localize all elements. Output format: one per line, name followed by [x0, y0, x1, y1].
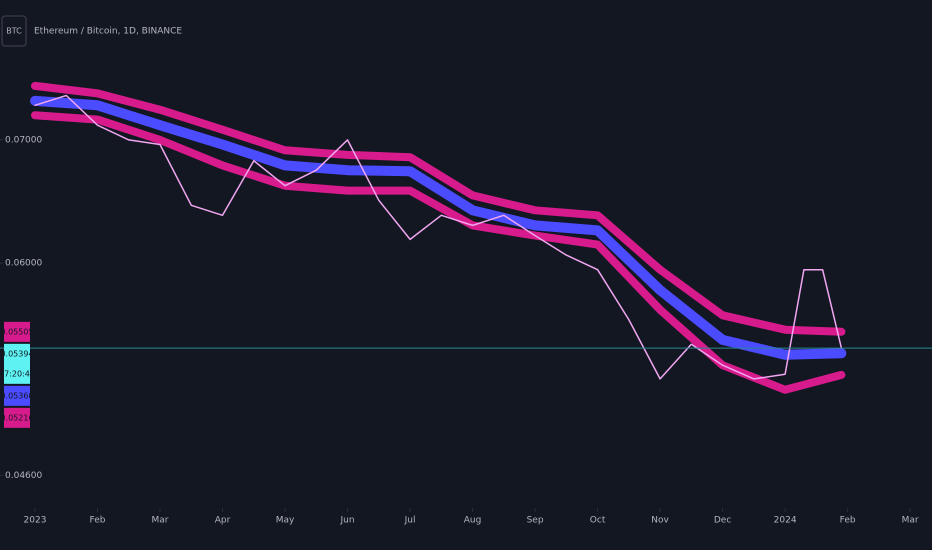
chart-title: Ethereum / Bitcoin, 1D, BINANCE — [34, 27, 182, 37]
x-tick-label: Jun — [340, 516, 355, 526]
price-label: 0.05394 — [0, 349, 33, 358]
price-label: 0.05360 — [0, 391, 33, 400]
x-tick-label: Apr — [215, 516, 231, 526]
price-label: 0.05216 — [0, 413, 33, 422]
symbol-badge[interactable] — [1, 15, 27, 47]
countdown: 17:20:48 — [0, 369, 35, 378]
series-line — [34, 94, 843, 380]
price-label: 0.05505 — [0, 327, 33, 336]
price-label-box — [4, 385, 30, 406]
series-line — [31, 111, 846, 394]
symbol: BTC — [6, 27, 22, 36]
x-tick-label: May — [276, 516, 295, 526]
price-label-box — [4, 407, 30, 428]
x-tick-label: Mar — [902, 516, 919, 526]
y-tick-label: 0.07000 — [5, 135, 42, 145]
x-tick-label: 2023 — [24, 516, 47, 526]
y-tick-label: 0.06000 — [5, 259, 42, 269]
series-line — [30, 95, 847, 360]
x-tick-label: Aug — [464, 516, 482, 526]
x-tick-label: Mar — [152, 516, 169, 526]
series-line — [31, 81, 846, 336]
x-tick-label: Dec — [714, 516, 731, 526]
price-label-box — [4, 321, 30, 342]
x-tick-label: Jul — [404, 516, 416, 526]
x-tick-label: Nov — [651, 516, 669, 526]
x-tick-label: Sep — [527, 516, 544, 526]
x-tick-label: 2024 — [774, 516, 797, 526]
x-tick-label: Feb — [90, 516, 106, 526]
x-tick-label: Feb — [840, 516, 856, 526]
y-tick-label: 0.04600 — [5, 471, 42, 481]
x-tick-label: Oct — [590, 516, 606, 526]
price-label-box — [4, 343, 30, 384]
